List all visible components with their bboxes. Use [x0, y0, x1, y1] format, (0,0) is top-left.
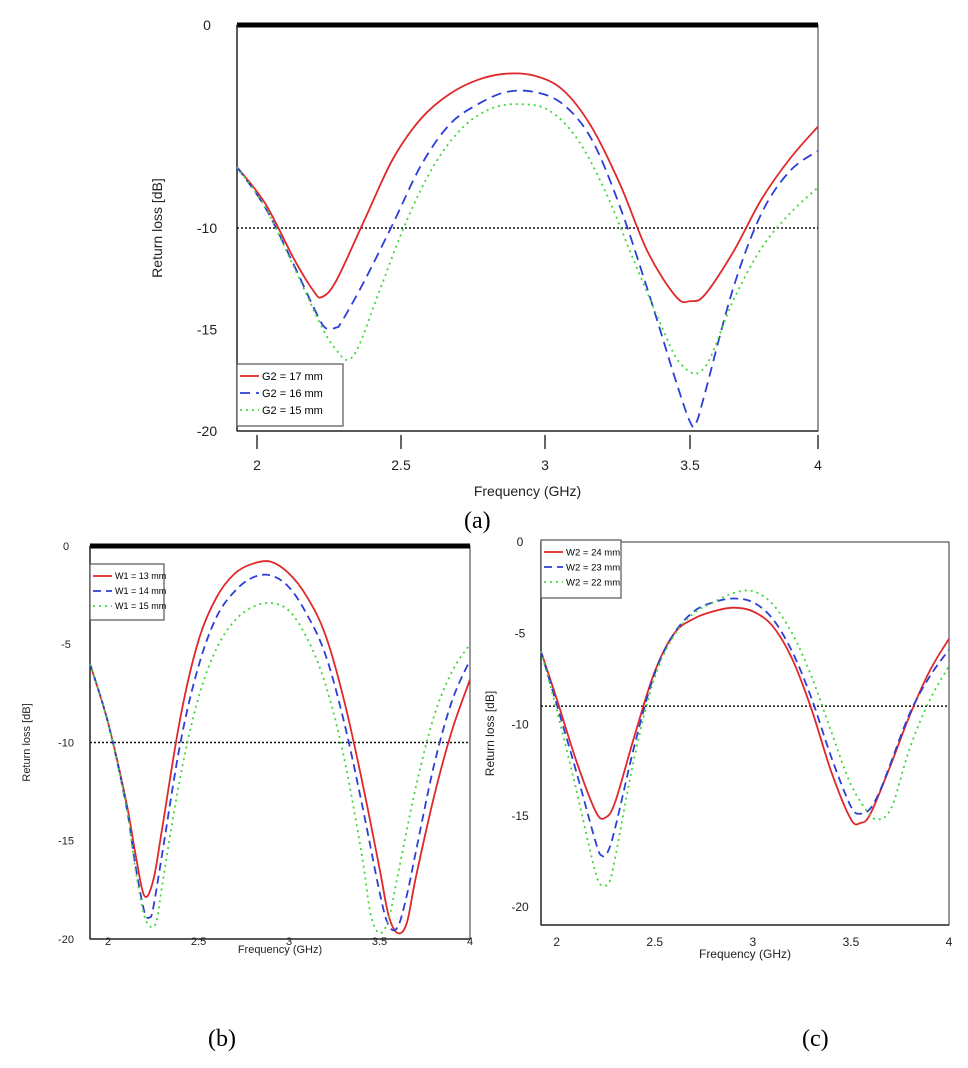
y-tick-label-a-0: 0 — [203, 17, 211, 33]
chart-panel-c: 2 2.5 3 3.5 4 0 -5 -10 -15 -20 Frequency (GHz) Retu… — [483, 535, 968, 1068]
y-tick-label-a-2: -15 — [197, 321, 217, 337]
y-axis-title-a: Return loss [dB] — [149, 178, 165, 278]
legend-box-b — [89, 563, 165, 621]
legend-box-a — [236, 363, 344, 427]
y-tick-label-c-1: -5 — [515, 626, 526, 640]
y-axis-title-b: Return loss [dB] — [21, 703, 33, 781]
x-tick-label-b-0: 2 — [105, 936, 111, 948]
x-tick-label-a-1: 2.5 — [391, 457, 411, 473]
y-tick-label-c-0: 0 — [517, 535, 524, 549]
y-tick-label-b-1: -5 — [61, 639, 71, 651]
y-tick-label-c-2: -10 — [511, 718, 529, 732]
legend-label-c-2: W2 = 22 mm — [566, 577, 620, 588]
panel-label-b: (b) — [208, 1026, 236, 1052]
y-tick-label-c-3: -15 — [511, 809, 529, 823]
y-tick-label-a-3: -20 — [197, 423, 217, 439]
legend-label-c-1: W2 = 23 mm — [566, 562, 620, 573]
legend-label-a-1: G2 = 16 mm — [262, 388, 323, 400]
x-tick-label-a-3: 3.5 — [680, 457, 700, 473]
series-line-c-0 — [540, 606, 950, 826]
legend-label-a-2: G2 = 15 mm — [262, 405, 323, 417]
x-tick-label-c-3: 3.5 — [843, 935, 860, 949]
plot-frame-c — [540, 541, 950, 926]
y-tick-label-b-3: -15 — [58, 836, 74, 848]
y-tick-label-c-4: -20 — [511, 900, 529, 914]
x-tick-label-b-3: 3.5 — [372, 936, 387, 948]
y-tick-label-b-2: -10 — [58, 737, 74, 749]
series-line-b-1 — [89, 573, 471, 932]
x-tick-label-a-0: 2 — [253, 457, 261, 473]
series-line-b-2 — [89, 601, 471, 935]
x-axis-title-c: Frequency (GHz) — [699, 947, 791, 961]
legend-box-c — [540, 539, 622, 599]
legend-label-c-0: W2 = 24 mm — [566, 547, 620, 558]
series-line-a-0 — [236, 72, 819, 304]
chart-b-svg: 2 2.5 3 3.5 4 0 -5 -10 -15 -20 Frequency (GHz) Retu… — [21, 541, 473, 956]
x-tick-label-c-4: 4 — [946, 935, 953, 949]
x-axis-title-a: Frequency (GHz) — [474, 483, 581, 499]
legend-label-b-1: W1 = 14 mm — [115, 586, 166, 596]
y-tick-label-a-1: -10 — [197, 220, 217, 236]
x-tick-label-a-4: 4 — [814, 457, 822, 473]
series-line-c-2 — [540, 589, 950, 887]
chart-a-svg: 2 2.5 3 3.5 4 0 -10 -15 -20 Frequency (GHz) Return… — [149, 17, 822, 499]
x-tick-label-b-4: 4 — [467, 936, 473, 948]
legend-label-b-2: W1 = 15 mm — [115, 601, 166, 611]
panel-label-c: (c) — [802, 1026, 829, 1052]
x-tick-label-a-2: 3 — [541, 457, 549, 473]
x-tick-label-c-2: 3 — [750, 935, 757, 949]
panel-label-a: (a) — [464, 508, 491, 534]
x-tick-label-b-2: 3 — [286, 936, 292, 948]
x-tick-label-c-0: 2 — [553, 935, 560, 949]
x-axis-title-b: Frequency (GHz) — [238, 944, 322, 956]
y-axis-title-c: Return loss [dB] — [483, 691, 497, 776]
chart-panel-b: 2 2.5 3 3.5 4 0 -5 -10 -15 -20 Frequency (GHz) Retu… — [0, 540, 484, 1068]
y-tick-label-b-4: -20 — [58, 934, 74, 946]
legend-label-a-0: G2 = 17 mm — [262, 371, 323, 383]
x-tick-label-c-1: 2.5 — [646, 935, 663, 949]
series-line-c-1 — [540, 597, 950, 858]
series-line-b-0 — [89, 560, 471, 935]
legend-label-b-0: W1 = 13 mm — [115, 571, 166, 581]
chart-c-svg: 2 2.5 3 3.5 4 0 -5 -10 -15 -20 Frequency (GHz) Retu… — [483, 535, 953, 961]
chart-panel-a: 2 2.5 3 3.5 4 0 -10 -15 -20 Frequency (GHz) Return… — [149, 17, 822, 534]
y-tick-label-b-0: 0 — [63, 541, 69, 553]
x-tick-label-b-1: 2.5 — [191, 936, 206, 948]
